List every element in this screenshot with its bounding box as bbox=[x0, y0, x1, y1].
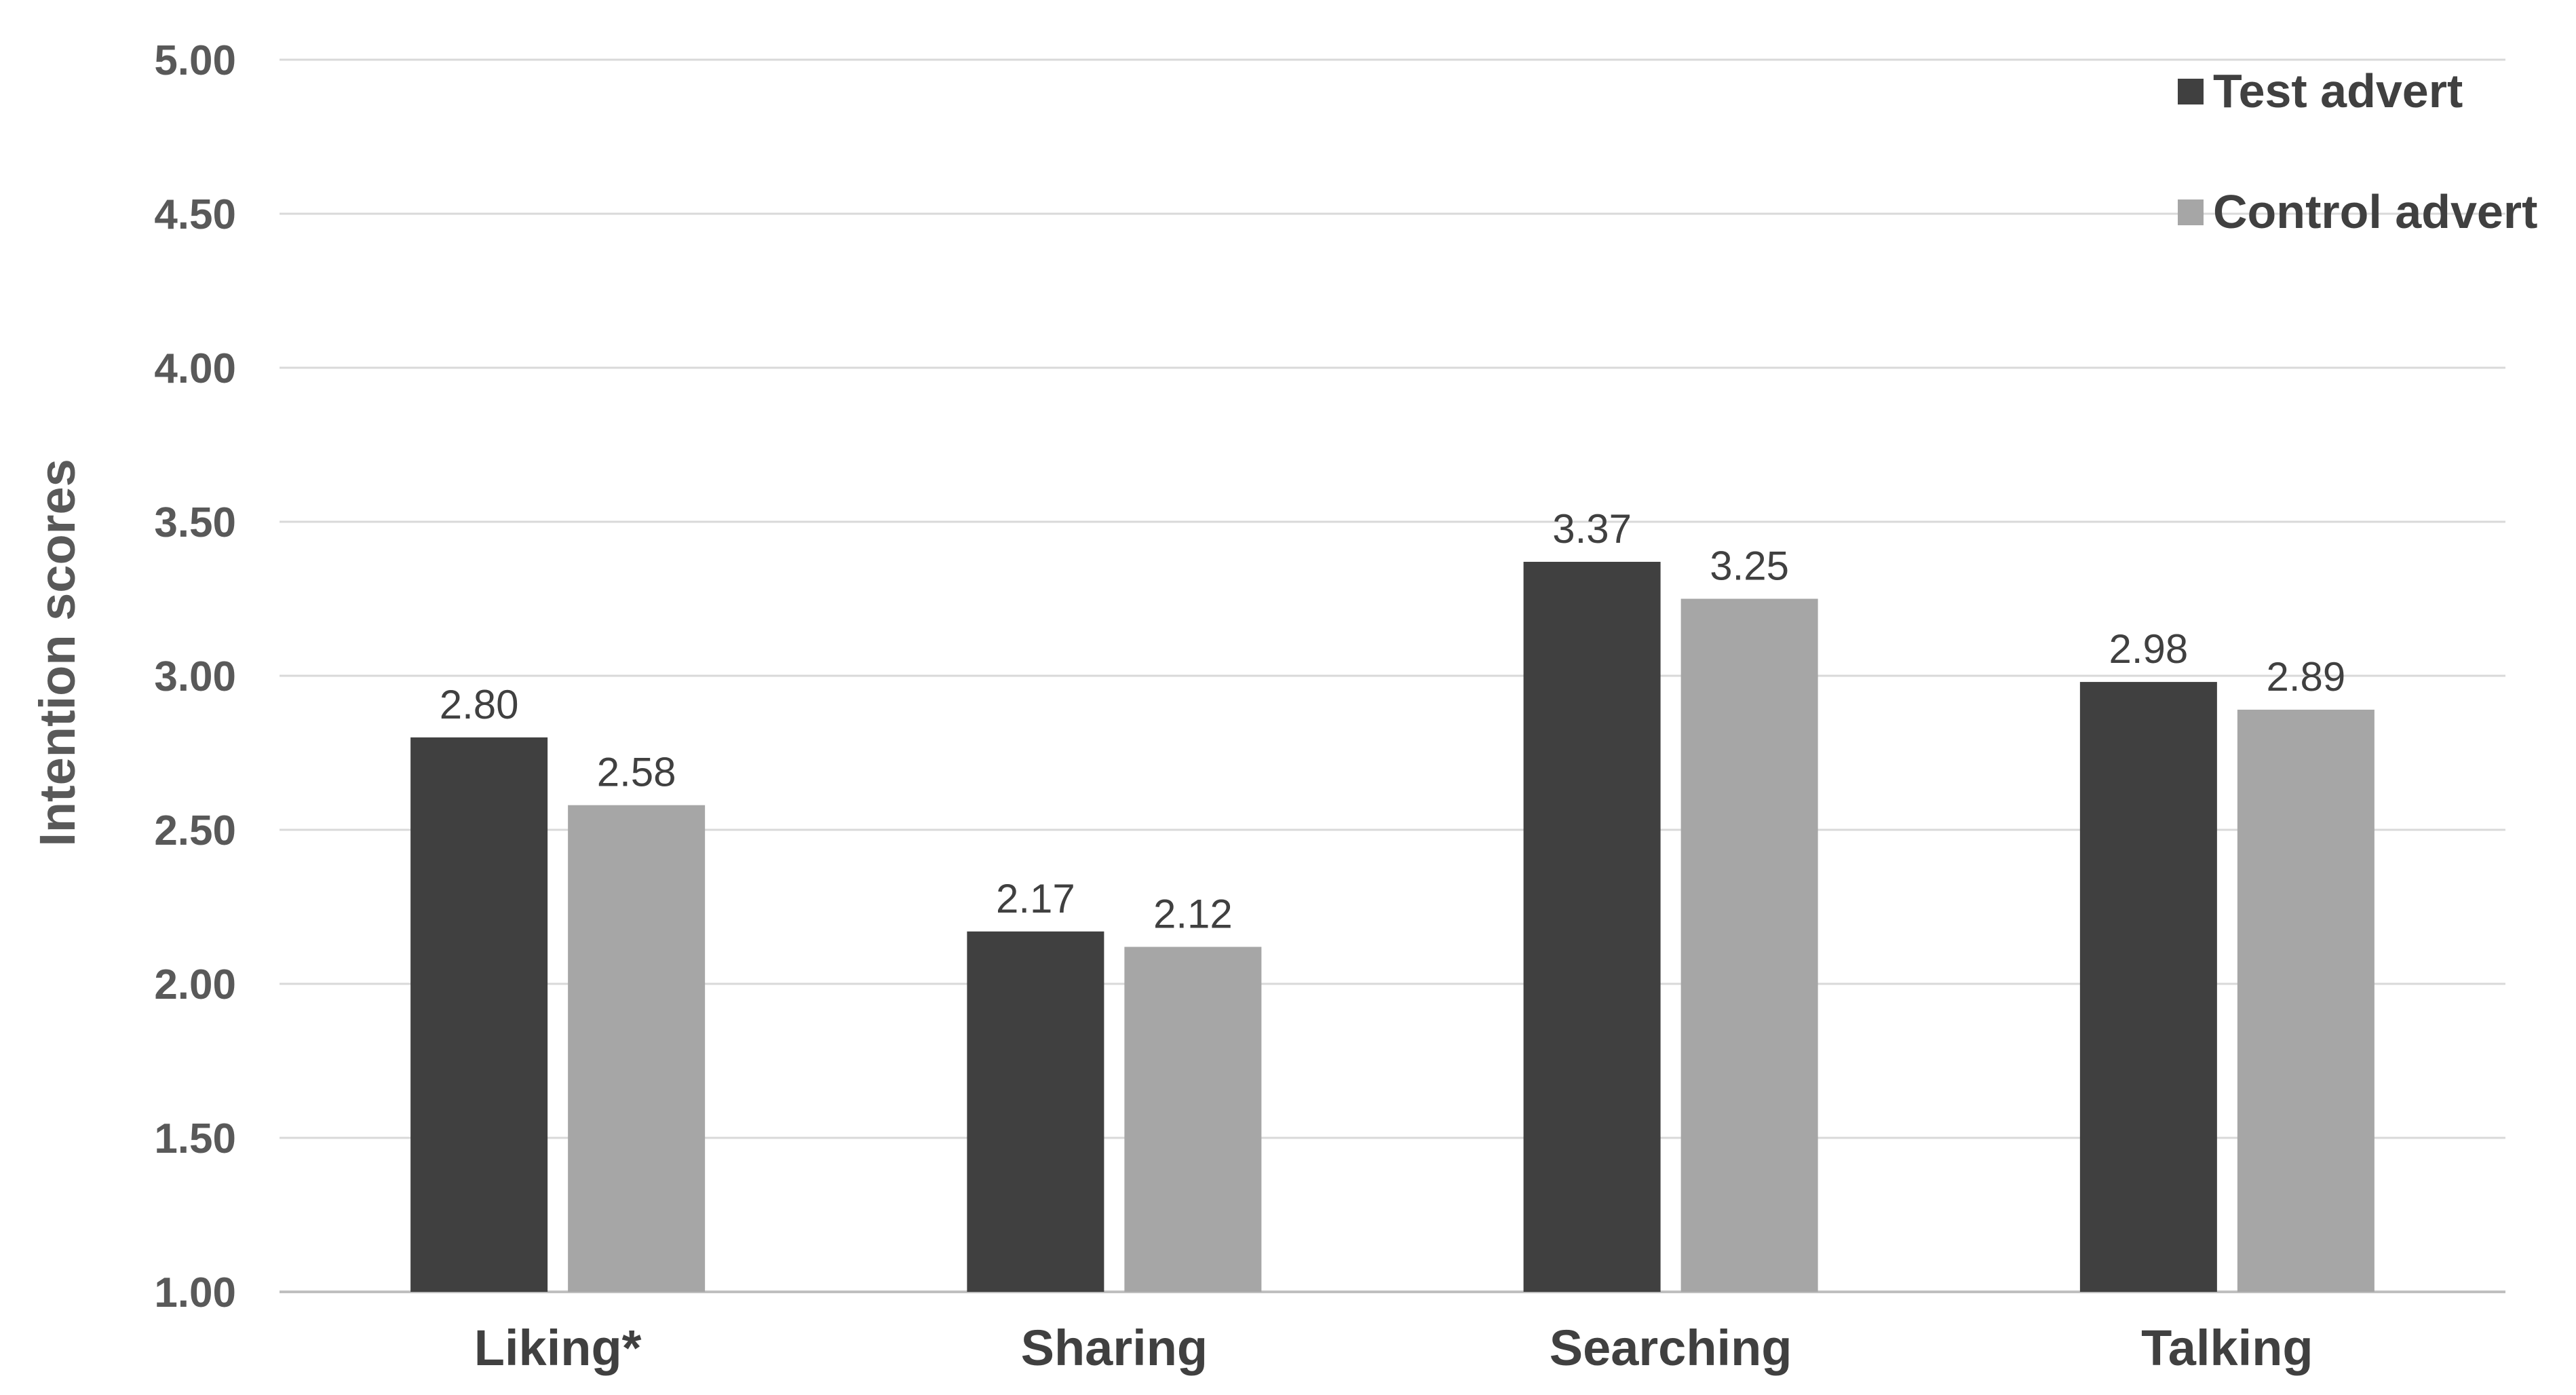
data-label: 2.80 bbox=[440, 682, 519, 727]
legend-label: Test advert bbox=[2213, 64, 2463, 117]
bar-control-advert bbox=[1124, 947, 1262, 1292]
data-label: 3.37 bbox=[1552, 506, 1632, 552]
bar-test-advert bbox=[967, 931, 1104, 1292]
y-tick-label: 2.50 bbox=[154, 807, 236, 854]
y-tick-label: 4.00 bbox=[154, 345, 236, 392]
x-category-label: Liking* bbox=[474, 1320, 642, 1376]
bar-test-advert bbox=[410, 737, 548, 1292]
y-tick-label: 2.00 bbox=[154, 961, 236, 1008]
y-tick-label: 5.00 bbox=[154, 37, 236, 84]
y-tick-label: 4.50 bbox=[154, 191, 236, 238]
data-label: 2.89 bbox=[2266, 654, 2345, 700]
legend-swatch bbox=[2178, 79, 2204, 104]
y-tick-label: 3.50 bbox=[154, 499, 236, 546]
data-label: 2.98 bbox=[2109, 626, 2188, 672]
x-category-label: Talking bbox=[2141, 1320, 2313, 1376]
legend-label: Control advert bbox=[2213, 185, 2537, 238]
legend: Test advert Control advert bbox=[2178, 64, 2537, 238]
bar-test-advert bbox=[1523, 562, 1661, 1292]
data-label: 2.17 bbox=[996, 876, 1075, 921]
y-axis-ticks: 1.00 1.50 2.00 2.50 3.00 3.50 4.00 4.50 5.00 bbox=[154, 37, 236, 1316]
data-label: 2.58 bbox=[597, 750, 676, 795]
x-category-label: Sharing bbox=[1021, 1320, 1208, 1376]
y-axis-title: Intention scores bbox=[29, 459, 85, 847]
x-category-label: Searching bbox=[1550, 1320, 1792, 1376]
bars bbox=[410, 562, 2375, 1292]
bar-control-advert bbox=[1680, 598, 1818, 1292]
x-axis-categories: Liking* Sharing Searching Talking bbox=[474, 1320, 2313, 1376]
bar-control-advert bbox=[568, 805, 706, 1292]
data-label: 2.12 bbox=[1153, 892, 1233, 937]
y-tick-label: 1.50 bbox=[154, 1115, 236, 1162]
data-label: 3.25 bbox=[1710, 543, 1789, 589]
bar-test-advert bbox=[2079, 682, 2217, 1292]
bar-control-advert bbox=[2237, 709, 2375, 1292]
data-labels: 2.80 2.58 2.17 2.12 3.37 3.25 2.98 2.89 bbox=[440, 506, 2346, 937]
legend-swatch bbox=[2178, 199, 2204, 225]
y-tick-label: 3.00 bbox=[154, 653, 236, 700]
y-tick-label: 1.00 bbox=[154, 1269, 236, 1316]
